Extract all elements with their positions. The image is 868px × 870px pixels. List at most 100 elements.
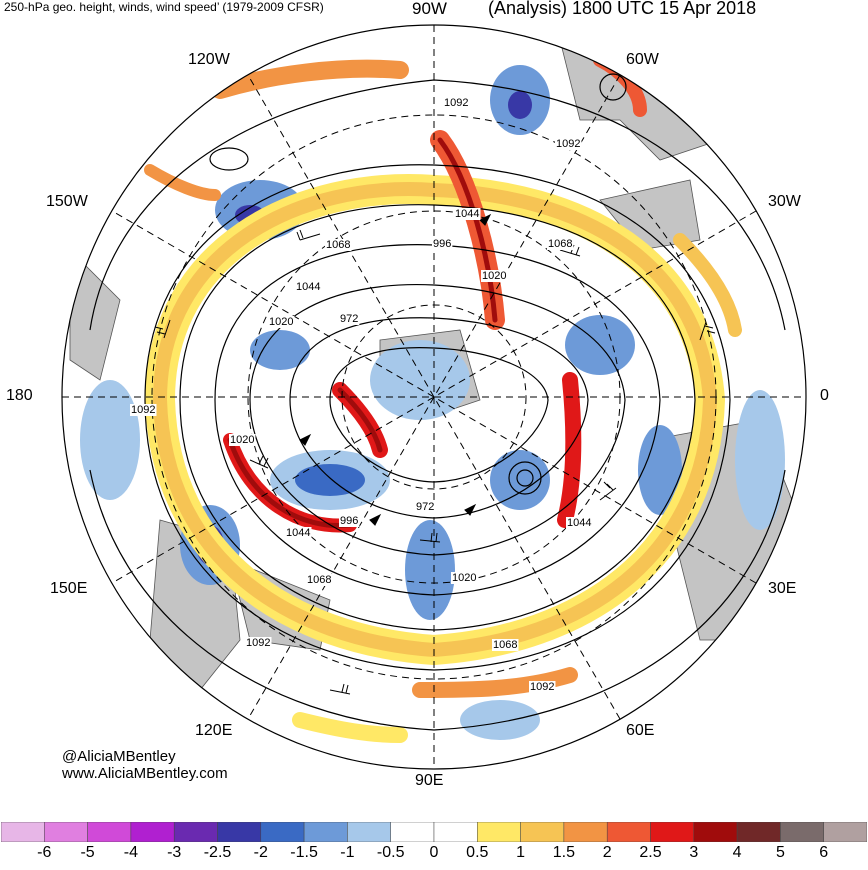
colorbar-swatch bbox=[433, 822, 478, 842]
colorbar-tick-label: 0 bbox=[429, 844, 439, 861]
map-title: (Analysis) 1800 UTC 15 Apr 2018 bbox=[488, 0, 757, 18]
contour-label: 1020 bbox=[230, 434, 254, 446]
longitude-label-180: 180 bbox=[6, 387, 33, 404]
colorbar-tick-label: -2 bbox=[253, 844, 268, 861]
longitude-label-60e: 60E bbox=[626, 722, 655, 739]
credit-handle: @AliciaMBentley bbox=[62, 748, 176, 765]
contour-label-bg bbox=[566, 517, 593, 529]
longitude-label-30e: 30E bbox=[768, 580, 797, 597]
contour-label: 1092 bbox=[530, 681, 554, 693]
colorbar-tick-label: -4 bbox=[123, 844, 139, 861]
colorbar-swatch bbox=[650, 822, 695, 842]
colorbar-swatch bbox=[217, 822, 262, 842]
longitude-label-30w: 30W bbox=[768, 193, 801, 210]
colorbar-tick-label: 2.5 bbox=[639, 844, 662, 861]
colorbar-swatch bbox=[823, 822, 867, 842]
colorbar-swatch bbox=[390, 822, 435, 842]
contour-label: 1092 bbox=[556, 138, 580, 150]
map-boundary bbox=[61, 24, 807, 770]
colorbar-swatch bbox=[130, 822, 175, 842]
credit-website: www.AliciaMBentley.com bbox=[62, 765, 228, 782]
colorbar-swatch bbox=[44, 822, 88, 842]
contour-label: 1068 bbox=[326, 239, 350, 251]
colorbar-swatch bbox=[477, 822, 521, 842]
contour-label-bg bbox=[245, 637, 272, 649]
longitude-label-120w: 120W bbox=[188, 51, 230, 68]
colorbar-swatch bbox=[260, 822, 305, 842]
colorbar-tick-label: -6 bbox=[37, 844, 52, 861]
colorbar-tick-label: 2 bbox=[602, 844, 612, 861]
longitude-label-90w: 90W bbox=[412, 0, 447, 18]
contour-label: 1092 bbox=[131, 404, 155, 416]
colorbar-tick-label: -0.5 bbox=[376, 844, 405, 861]
map-disk bbox=[62, 25, 806, 769]
colorbar-tick-label: -1 bbox=[340, 844, 355, 861]
colorbar-swatch bbox=[563, 822, 608, 842]
contour-label: 972 bbox=[416, 501, 434, 513]
colorbar-tick-label: 5 bbox=[775, 844, 785, 861]
contour-label-bg bbox=[339, 515, 360, 527]
colorbar-swatch bbox=[736, 822, 781, 842]
contour-label: 1020 bbox=[482, 270, 506, 282]
colorbar-tick-label: -5 bbox=[80, 844, 95, 861]
colorbar-swatch bbox=[520, 822, 565, 842]
contour-label-bg bbox=[492, 639, 519, 651]
contour-label-bg bbox=[229, 434, 256, 446]
colorbar-tick-label: 1 bbox=[516, 844, 526, 861]
colorbar bbox=[1, 822, 867, 842]
map-subtitle: 250-hPa geo. height, winds, wind speed’ … bbox=[4, 0, 324, 14]
colorbar-tick-label: -3 bbox=[167, 844, 182, 861]
contour-label: 1020 bbox=[269, 316, 293, 328]
colorbar-tick-label: 6 bbox=[819, 844, 829, 861]
contour-label: 1044 bbox=[286, 527, 310, 539]
contour-label-bg bbox=[481, 270, 508, 282]
contour-label-bg bbox=[547, 238, 574, 250]
longitude-label-150e: 150E bbox=[50, 580, 88, 597]
contour-label-bg bbox=[325, 239, 352, 251]
contour-label: 1020 bbox=[452, 572, 476, 584]
colorbar-swatch bbox=[87, 822, 132, 842]
contour-label-bg bbox=[295, 281, 322, 293]
contour-value-labels: 1092 1092 1068 1044 996 1068 1020 1044 1… bbox=[130, 97, 593, 693]
contour-label: 1068 bbox=[493, 639, 517, 651]
colorbar-tick-label: 0.5 bbox=[466, 844, 489, 861]
positive-anomalies bbox=[144, 53, 742, 743]
contour-label-bg bbox=[529, 681, 556, 693]
contour-label-bg bbox=[339, 313, 360, 325]
contour-label: 972 bbox=[340, 313, 358, 325]
contour-label-bg bbox=[415, 501, 436, 513]
contour-label: 1044 bbox=[296, 281, 320, 293]
colorbar-swatch bbox=[780, 822, 824, 842]
contour-label-bg bbox=[555, 138, 582, 150]
longitude-label-90e: 90E bbox=[415, 772, 444, 789]
longitude-label-150w: 150W bbox=[46, 193, 88, 210]
colorbar-swatch bbox=[693, 822, 738, 842]
height-contours bbox=[89, 73, 786, 731]
colorbar-swatch bbox=[606, 822, 651, 842]
colorbar-tick-label: 3 bbox=[689, 844, 699, 861]
colorbar-swatch bbox=[173, 822, 218, 842]
colorbar-swatch bbox=[1, 822, 45, 842]
colorbar-tick-label: 4 bbox=[732, 844, 742, 861]
contour-label-bg bbox=[306, 574, 333, 586]
contour-label-bg bbox=[451, 572, 478, 584]
contour-label: 1092 bbox=[246, 637, 270, 649]
contour-label: 996 bbox=[433, 238, 451, 250]
colorbar-swatch bbox=[347, 822, 391, 842]
contour-label: 1044 bbox=[455, 208, 479, 220]
graticule bbox=[62, 25, 806, 769]
contour-label-bg bbox=[285, 527, 312, 539]
longitude-label-120e: 120E bbox=[195, 722, 233, 739]
longitude-label-0: 0 bbox=[820, 387, 829, 404]
contour-label-bg bbox=[443, 97, 470, 109]
contour-label-bg bbox=[268, 316, 295, 328]
contour-label: 1068 bbox=[307, 574, 331, 586]
longitude-label-60w: 60W bbox=[626, 51, 659, 68]
contour-label-bg bbox=[432, 238, 453, 250]
wind-barbs bbox=[154, 213, 716, 695]
contour-label-bg bbox=[454, 208, 481, 220]
contour-label: 1068 bbox=[548, 238, 572, 250]
contour-label: 1044 bbox=[567, 517, 591, 529]
